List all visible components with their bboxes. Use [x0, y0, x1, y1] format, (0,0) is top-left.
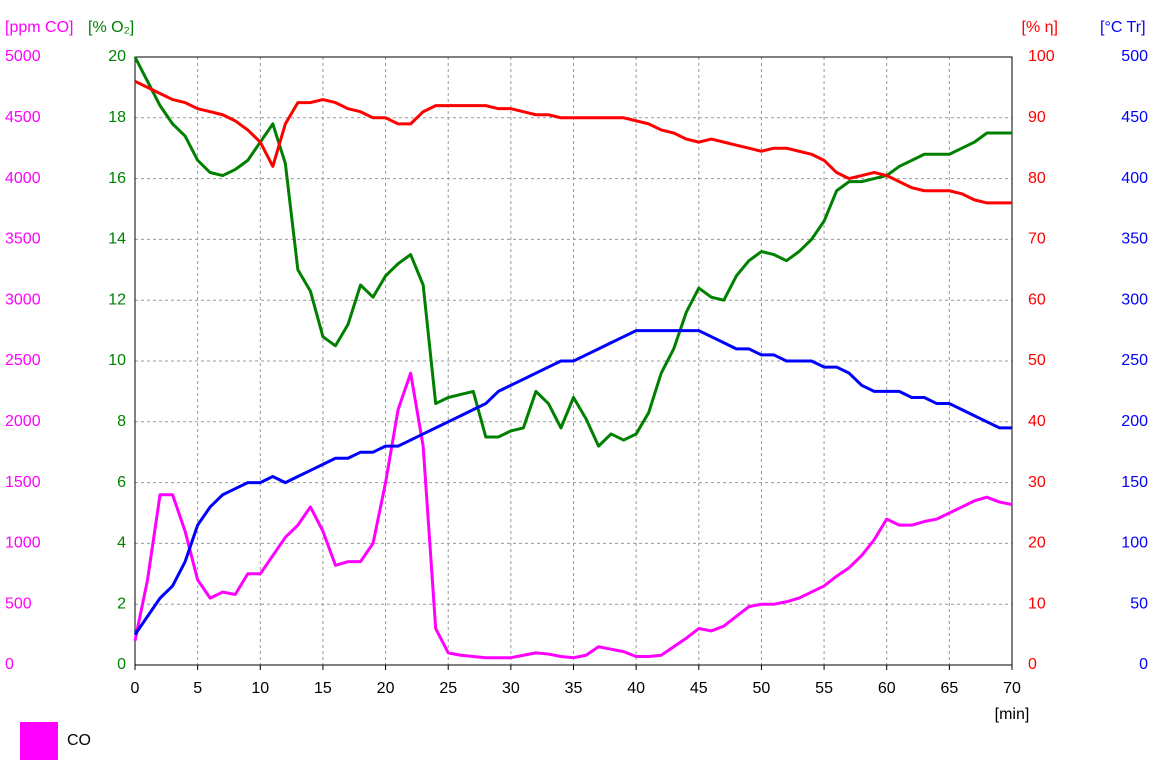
y-tick-label: 0: [5, 656, 14, 673]
series-line: [133, 371, 1013, 660]
x-tick-label: 50: [753, 680, 771, 697]
x-tick-label: 20: [377, 680, 395, 697]
y-tick-label: 3000: [5, 291, 41, 308]
y-tick-label: 50: [1130, 595, 1148, 612]
y-tick-label: 18: [108, 109, 126, 126]
y-tick-label: 16: [108, 170, 126, 187]
y-tick-label: 4: [117, 535, 126, 552]
y-tick-label: 400: [1121, 170, 1148, 187]
y-tick-label: 0: [117, 656, 126, 673]
y-tick-label: 1500: [5, 474, 41, 491]
y-tick-label: 0: [1139, 656, 1148, 673]
x-tick-label: 30: [502, 680, 520, 697]
y-tick-label: 5000: [5, 48, 41, 65]
y-tick-label: 500: [1121, 48, 1148, 65]
y-tick-label: 10: [108, 352, 126, 369]
y-tick-label: 60: [1028, 291, 1046, 308]
series-line: [133, 56, 1012, 448]
y-tick-label: 90: [1028, 109, 1046, 126]
y-tick-label: 50: [1028, 352, 1046, 369]
y-tick-label: 20: [108, 48, 126, 65]
x-tick-label: 60: [878, 680, 896, 697]
x-tick-label: 55: [815, 680, 833, 697]
y-tick-label: 2500: [5, 352, 41, 369]
y-tick-label: 4500: [5, 109, 41, 126]
x-tick-label: 10: [251, 680, 269, 697]
y-axis-label: [% O₂]: [88, 19, 134, 36]
y-tick-label: 30: [1028, 474, 1046, 491]
y-tick-label: 0: [1028, 656, 1037, 673]
y-tick-label: 100: [1028, 48, 1055, 65]
y-tick-label: 250: [1121, 352, 1148, 369]
x-tick-label: 15: [314, 680, 332, 697]
y-tick-label: 4000: [5, 170, 41, 187]
y-tick-label: 300: [1121, 291, 1148, 308]
y-tick-label: 20: [1028, 535, 1046, 552]
y-axis-label: [°C Tr]: [1100, 19, 1146, 36]
x-tick-label: 5: [193, 680, 202, 697]
series-line: [134, 79, 1012, 205]
legend-swatch: [20, 722, 58, 760]
x-tick-label: 0: [131, 680, 140, 697]
x-axis-label: [min]: [995, 706, 1030, 723]
y-tick-label: 200: [1121, 413, 1148, 430]
y-tick-label: 2: [117, 595, 126, 612]
x-tick-label: 25: [439, 680, 457, 697]
y-tick-label: 450: [1121, 109, 1148, 126]
y-tick-label: 80: [1028, 170, 1046, 187]
y-axis-label: [ppm CO]: [5, 19, 73, 36]
x-tick-label: 70: [1003, 680, 1021, 697]
y-tick-label: 1000: [5, 535, 41, 552]
y-tick-label: 150: [1121, 474, 1148, 491]
y-tick-label: 12: [108, 291, 126, 308]
y-tick-label: 100: [1121, 535, 1148, 552]
y-tick-label: 2000: [5, 413, 41, 430]
series-line: [133, 329, 1012, 636]
y-tick-label: 14: [108, 231, 126, 248]
y-tick-label: 500: [5, 595, 32, 612]
x-tick-label: 45: [690, 680, 708, 697]
y-tick-label: 8: [117, 413, 126, 430]
y-tick-label: 350: [1121, 231, 1148, 248]
y-tick-label: 40: [1028, 413, 1046, 430]
x-tick-label: 35: [565, 680, 583, 697]
x-tick-label: 65: [940, 680, 958, 697]
y-tick-label: 70: [1028, 231, 1046, 248]
y-tick-label: 6: [117, 474, 126, 491]
y-tick-label: 3500: [5, 231, 41, 248]
x-tick-label: 40: [627, 680, 645, 697]
y-tick-label: 10: [1028, 595, 1046, 612]
legend-label: CO: [67, 732, 91, 749]
y-axis-label: [% η]: [1022, 19, 1058, 36]
